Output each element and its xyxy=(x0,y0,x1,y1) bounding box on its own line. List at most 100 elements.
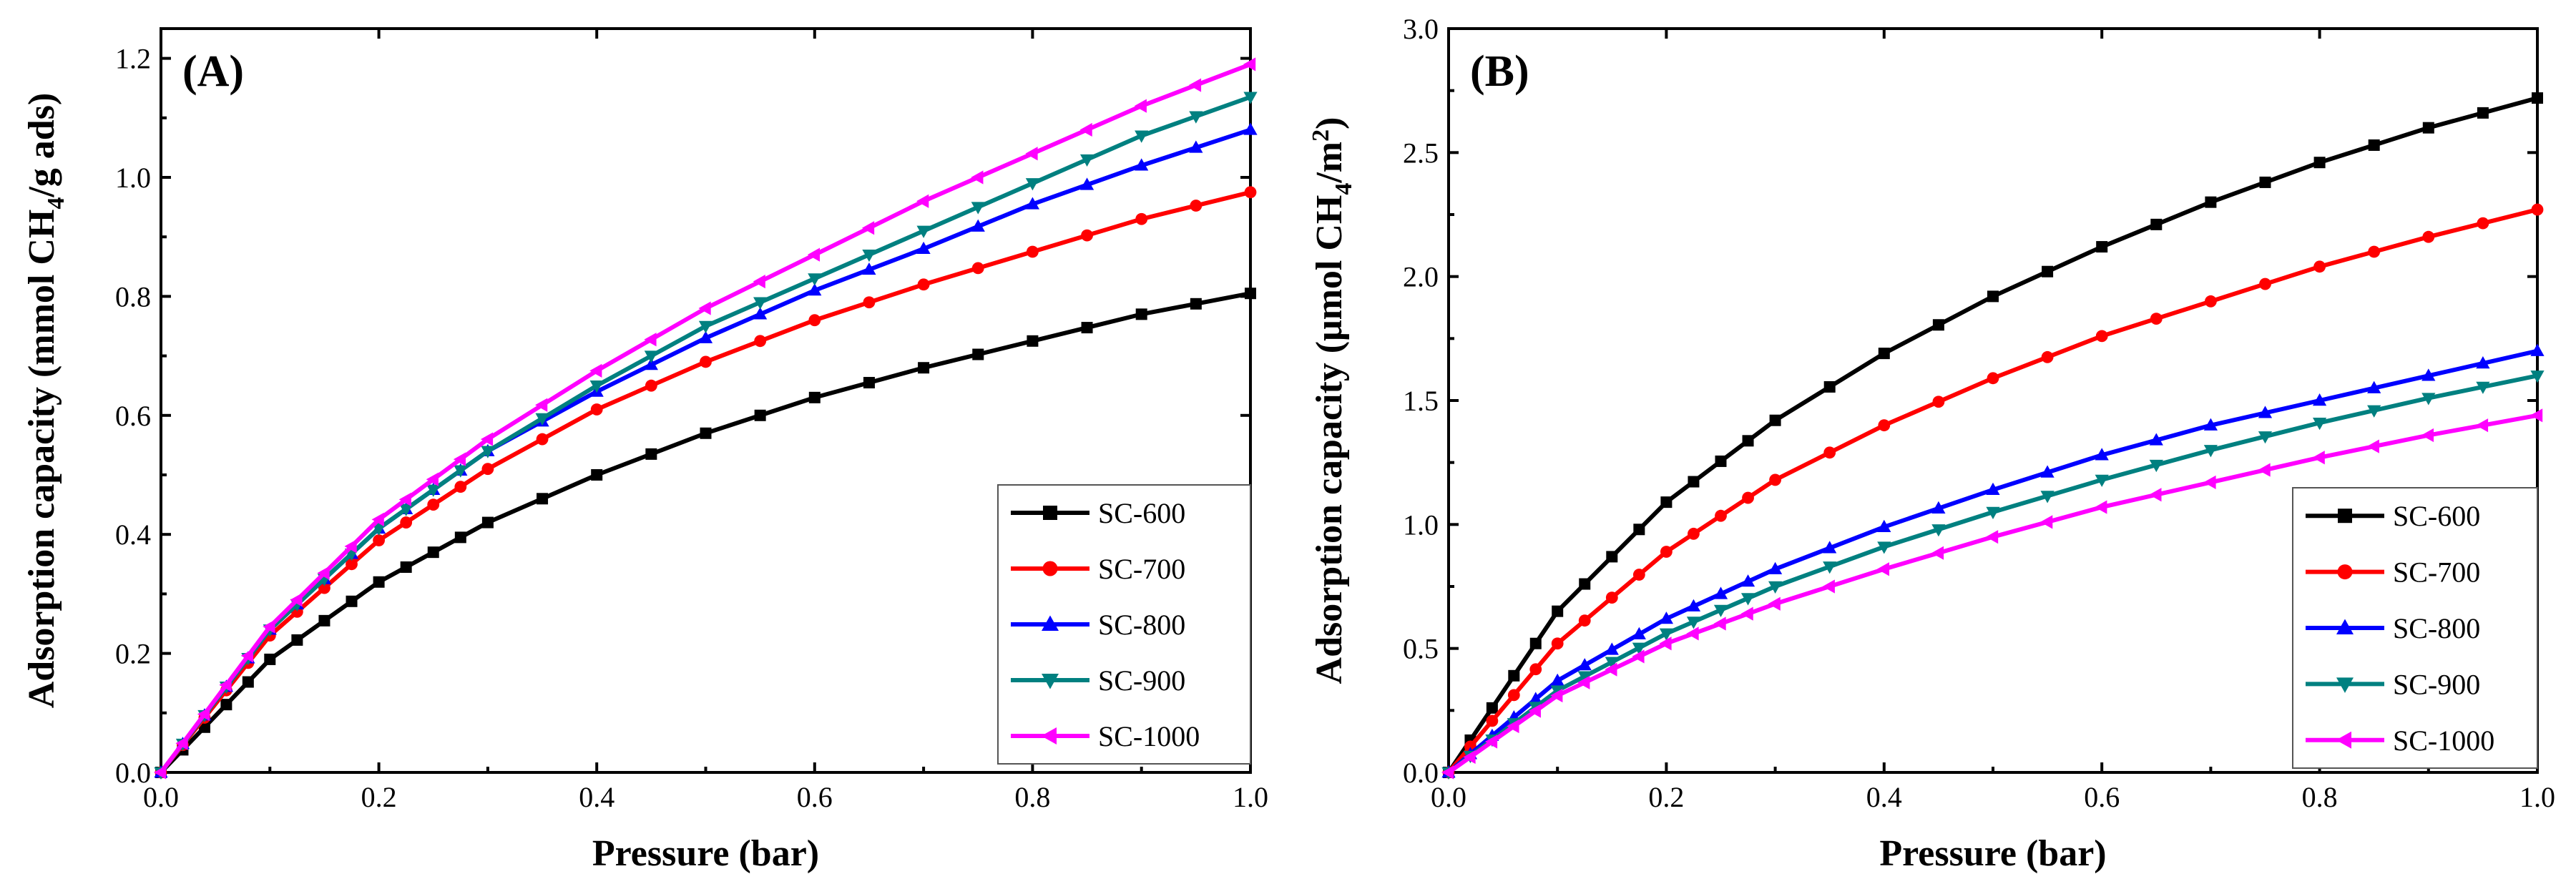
series-point xyxy=(808,314,821,327)
series-point xyxy=(1189,140,1203,153)
series-point xyxy=(1713,604,1728,617)
series-point xyxy=(590,403,603,416)
series-point xyxy=(373,576,385,588)
series-point xyxy=(753,275,765,289)
series-point xyxy=(346,558,358,571)
legend-marker xyxy=(2336,619,2354,634)
series-point xyxy=(1025,178,1039,191)
series-SC-1000 xyxy=(1441,408,2543,780)
series-point xyxy=(591,469,603,481)
series-point xyxy=(1878,419,1891,432)
series-point xyxy=(344,539,357,554)
series-point xyxy=(1463,750,1476,765)
series-point xyxy=(1081,322,1093,334)
series-point xyxy=(242,676,254,688)
series-point xyxy=(1877,519,1891,532)
series-point xyxy=(1243,122,1258,135)
series-point xyxy=(1605,657,1619,669)
series-point xyxy=(971,262,984,275)
x-tick-label: 0.8 xyxy=(1014,781,1050,813)
series-point xyxy=(1713,586,1728,599)
y-tick-label: 0.4 xyxy=(115,519,151,551)
series-point xyxy=(1244,186,1257,199)
series-point xyxy=(1715,455,1727,467)
series-SC-1000 xyxy=(154,57,1256,780)
series-point xyxy=(1823,380,1836,393)
series-point xyxy=(1686,599,1701,611)
series-point xyxy=(1486,702,1498,714)
series-point xyxy=(1659,637,1672,651)
series-point xyxy=(1027,245,1039,258)
series-point xyxy=(426,472,439,486)
series-point xyxy=(175,736,188,750)
legend-marker xyxy=(1042,561,1058,576)
series-point xyxy=(1579,578,1591,590)
series-point xyxy=(1987,372,1999,385)
series-point xyxy=(700,427,712,439)
legend-marker xyxy=(1042,674,1059,689)
legend-label: SC-600 xyxy=(2393,500,2480,532)
series-point xyxy=(916,225,931,238)
x-tick-label: 0.2 xyxy=(1648,781,1684,813)
series-point xyxy=(480,432,494,446)
series-point xyxy=(971,202,985,215)
x-axis-title: Pressure (bar) xyxy=(592,833,819,874)
legend-marker xyxy=(2336,731,2351,749)
series-point xyxy=(2149,433,2163,446)
series-point xyxy=(1742,435,1754,447)
series-point xyxy=(1578,614,1591,627)
series-point xyxy=(807,247,820,262)
series-point xyxy=(373,534,385,546)
series-point xyxy=(1822,579,1835,594)
x-tick-label: 0.8 xyxy=(2302,781,2338,813)
series-point xyxy=(2040,515,2053,529)
series-point xyxy=(2422,122,2434,134)
series-point xyxy=(1660,546,1673,558)
series-point xyxy=(1550,688,1563,703)
series-point xyxy=(1740,606,1753,621)
series-point xyxy=(1190,298,1202,310)
series-point xyxy=(645,448,657,460)
series-point xyxy=(2203,475,2216,489)
series-point xyxy=(454,481,467,493)
series-point xyxy=(1877,541,1891,554)
series-point xyxy=(399,504,413,516)
series-point xyxy=(1135,308,1147,320)
panel-label: (B) xyxy=(1470,47,1529,96)
x-tick-label: 0.0 xyxy=(143,781,179,813)
x-tick-label: 0.6 xyxy=(797,781,833,813)
series-point xyxy=(754,335,767,348)
series-point xyxy=(916,241,931,255)
series-point xyxy=(2095,330,2108,343)
legend-marker xyxy=(1042,615,1059,631)
series-point xyxy=(971,219,985,232)
series-point xyxy=(1686,627,1699,641)
series-point xyxy=(1577,671,1592,684)
y-tick-label: 1.0 xyxy=(1403,509,1439,541)
series-point xyxy=(1243,92,1258,104)
series-point xyxy=(2259,176,2271,188)
series-point xyxy=(1876,562,1889,576)
series-point xyxy=(1740,593,1755,606)
series-point xyxy=(808,273,822,286)
series-point xyxy=(537,493,549,505)
series-point xyxy=(481,463,494,476)
series-point xyxy=(1713,617,1726,631)
series-point xyxy=(2312,451,2325,465)
series-point xyxy=(1188,78,1202,92)
series-point xyxy=(2041,350,2054,363)
series-point xyxy=(2313,157,2326,169)
series-point xyxy=(290,593,303,607)
legend-marker xyxy=(1043,506,1057,520)
series-point xyxy=(1577,675,1590,689)
series-point xyxy=(1027,335,1039,347)
series-point xyxy=(2368,245,2381,258)
series-point xyxy=(481,446,495,458)
legend-label: SC-1000 xyxy=(2393,724,2494,757)
series-point xyxy=(1528,704,1541,718)
series-point xyxy=(2095,500,2107,514)
series-point xyxy=(916,194,929,208)
series-point xyxy=(2531,203,2544,216)
series-point xyxy=(861,221,875,235)
legend-label: SC-600 xyxy=(1098,497,1185,529)
